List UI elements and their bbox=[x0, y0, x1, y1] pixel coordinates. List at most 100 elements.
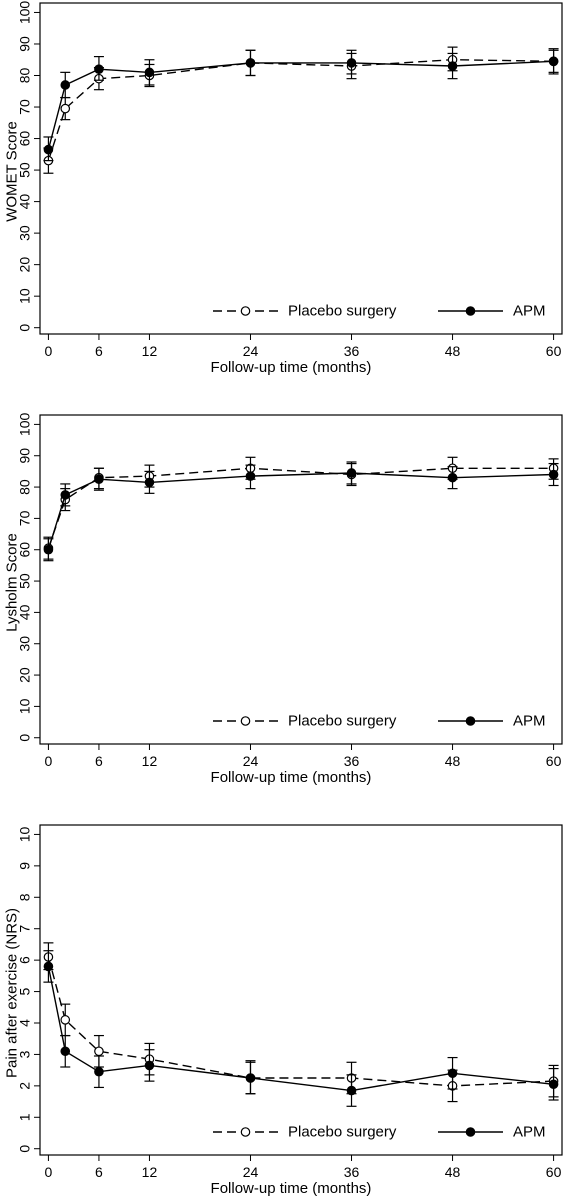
plot-frame bbox=[39, 2, 563, 335]
data-point bbox=[144, 1060, 155, 1071]
x-tick-label: 24 bbox=[243, 753, 259, 769]
data-point bbox=[447, 1068, 458, 1079]
series-line bbox=[47, 467, 554, 549]
chart-panel-2: 0 10 20 30 40 50 60 70 80 90 100 0 6 12 24 36 48 60 Follow… bbox=[4, 413, 563, 786]
y-tick-label: 5 bbox=[17, 987, 33, 995]
legend-entry-placebo: Placebo surgery bbox=[213, 303, 397, 320]
x-axis-label: Follow-up time (months) bbox=[211, 769, 372, 786]
series-line bbox=[47, 956, 554, 1087]
y-tick-label: 80 bbox=[17, 68, 33, 84]
y-tick-label: 90 bbox=[17, 448, 33, 464]
y-tick-label: 70 bbox=[17, 99, 33, 115]
data-point bbox=[94, 1066, 104, 1077]
legend-entry-apm: APM bbox=[438, 713, 546, 730]
y-tick-label: 100 bbox=[17, 1, 33, 25]
y-tick-label: 40 bbox=[17, 604, 33, 620]
x-tick-label: 0 bbox=[45, 753, 53, 769]
x-tick-label: 12 bbox=[142, 753, 158, 769]
series-placebo bbox=[43, 46, 559, 174]
y-tick-label: 10 bbox=[17, 288, 33, 304]
series-placebo bbox=[43, 456, 559, 560]
y-tick-label: 80 bbox=[17, 479, 33, 495]
y-tick-label: 20 bbox=[17, 257, 33, 273]
data-point bbox=[94, 1046, 104, 1057]
legend: Placebo surgery APM bbox=[213, 713, 546, 730]
x-tick-label: 60 bbox=[546, 753, 562, 769]
x-tick-label: 48 bbox=[445, 753, 461, 769]
data-point bbox=[94, 474, 104, 485]
x-tick-label: 48 bbox=[445, 1164, 461, 1180]
y-tick-label: 8 bbox=[17, 893, 33, 901]
y-tick-label: 0 bbox=[17, 1145, 33, 1153]
data-point bbox=[43, 144, 54, 155]
data-point bbox=[60, 1015, 71, 1025]
x-tick-label: 12 bbox=[142, 343, 158, 359]
data-point bbox=[447, 472, 458, 483]
legend-label: Placebo surgery bbox=[288, 303, 397, 320]
data-point bbox=[43, 961, 54, 972]
series-apm bbox=[43, 950, 559, 1107]
data-point bbox=[548, 1079, 559, 1090]
data-point bbox=[346, 1085, 357, 1096]
y-tick-label: 1 bbox=[17, 1113, 33, 1121]
data-point bbox=[245, 1073, 256, 1083]
x-tick-label: 24 bbox=[243, 343, 259, 359]
data-point bbox=[548, 56, 559, 67]
data-point bbox=[60, 490, 71, 500]
y-tick-label: 10 bbox=[17, 826, 33, 842]
legend-marker bbox=[465, 306, 476, 316]
legend-entry-apm: APM bbox=[438, 1124, 546, 1141]
y-tick-label: 50 bbox=[17, 573, 33, 589]
y-axis-label: Lysholm Score bbox=[4, 533, 21, 632]
y-tick-label: 70 bbox=[17, 510, 33, 526]
data-point bbox=[245, 471, 256, 481]
legend-marker bbox=[465, 716, 476, 726]
data-point bbox=[60, 1046, 71, 1057]
data-point bbox=[447, 61, 458, 71]
y-axis-label: Pain after exercise (NRS) bbox=[4, 908, 21, 1078]
legend-entry-placebo: Placebo surgery bbox=[213, 713, 397, 730]
data-point bbox=[60, 103, 71, 114]
data-point bbox=[94, 64, 104, 74]
y-tick-label: 30 bbox=[17, 225, 33, 241]
series-line bbox=[47, 60, 554, 150]
y-tick-label: 60 bbox=[17, 131, 33, 147]
x-tick-label: 6 bbox=[95, 343, 103, 359]
legend-marker bbox=[240, 716, 251, 726]
data-point bbox=[43, 544, 54, 555]
x-tick-label: 6 bbox=[95, 1164, 103, 1180]
legend-label: Placebo surgery bbox=[288, 1124, 397, 1141]
data-point bbox=[346, 58, 357, 68]
y-tick-label: 2 bbox=[17, 1082, 33, 1090]
x-tick-label: 48 bbox=[445, 343, 461, 359]
legend-label: APM bbox=[513, 303, 546, 320]
x-tick-label: 0 bbox=[45, 1164, 53, 1180]
x-tick-label: 6 bbox=[95, 753, 103, 769]
legend-entry-placebo: Placebo surgery bbox=[213, 1124, 397, 1141]
y-tick-label: 50 bbox=[17, 162, 33, 178]
y-tick-label: 4 bbox=[17, 1019, 33, 1027]
legend-label: APM bbox=[513, 713, 546, 730]
y-tick-label: 0 bbox=[17, 734, 33, 742]
y-tick-label: 6 bbox=[17, 956, 33, 964]
x-tick-label: 0 bbox=[45, 343, 53, 359]
data-point bbox=[144, 477, 155, 488]
legend-marker bbox=[240, 1127, 251, 1137]
x-axis-label: Follow-up time (months) bbox=[211, 359, 372, 376]
legend-marker bbox=[240, 306, 251, 316]
x-tick-label: 36 bbox=[344, 1164, 360, 1180]
legend: Placebo surgery APM bbox=[213, 1124, 546, 1141]
y-tick-label: 9 bbox=[17, 862, 33, 870]
data-point bbox=[245, 58, 256, 68]
series-line bbox=[47, 966, 554, 1092]
y-tick-label: 10 bbox=[17, 698, 33, 714]
y-axis-label: WOMET Score bbox=[4, 121, 21, 222]
x-tick-label: 36 bbox=[344, 753, 360, 769]
series-line bbox=[47, 472, 554, 550]
x-tick-label: 24 bbox=[243, 1164, 259, 1180]
data-point bbox=[60, 80, 71, 90]
x-axis-label: Follow-up time (months) bbox=[211, 1180, 372, 1197]
series-apm bbox=[43, 461, 559, 562]
legend-entry-apm: APM bbox=[438, 303, 546, 320]
